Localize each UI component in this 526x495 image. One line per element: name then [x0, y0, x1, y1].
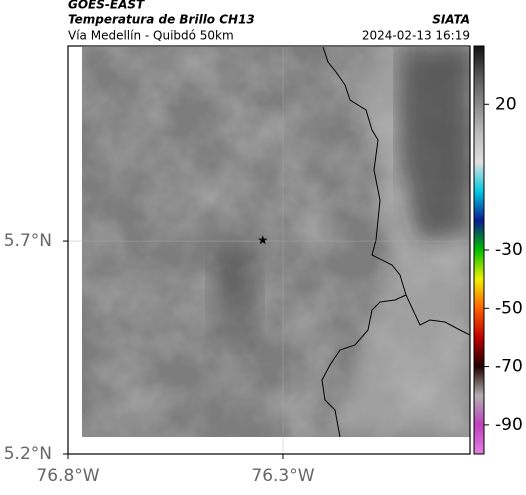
colorbar-tick-label: -30: [495, 240, 523, 260]
org: SIATA: [432, 13, 470, 27]
colorbar-tick-label: -90: [495, 415, 523, 435]
colorbar-tick-label: -70: [495, 357, 523, 377]
subtitle: Vía Medellín - Quibdó 50km: [68, 29, 234, 43]
colorbar: [473, 45, 485, 455]
y-tick-label: 5.2°N: [4, 444, 52, 464]
colorbar-tick-label: -50: [495, 298, 523, 318]
map-frame: [67, 45, 471, 455]
colorbar-tick-label: 20: [495, 94, 517, 114]
station-marker: [258, 235, 268, 245]
y-tick-label: 5.7°N: [4, 231, 52, 251]
title: Temperatura de Brillo CH13: [68, 13, 255, 27]
datetime: 2024-02-13 16:19: [362, 29, 470, 43]
source: GOES-EAST: [68, 0, 145, 12]
x-tick-label: 76.3°W: [251, 466, 314, 486]
x-tick-label: 76.8°W: [36, 466, 99, 486]
satellite-image: [82, 47, 470, 437]
